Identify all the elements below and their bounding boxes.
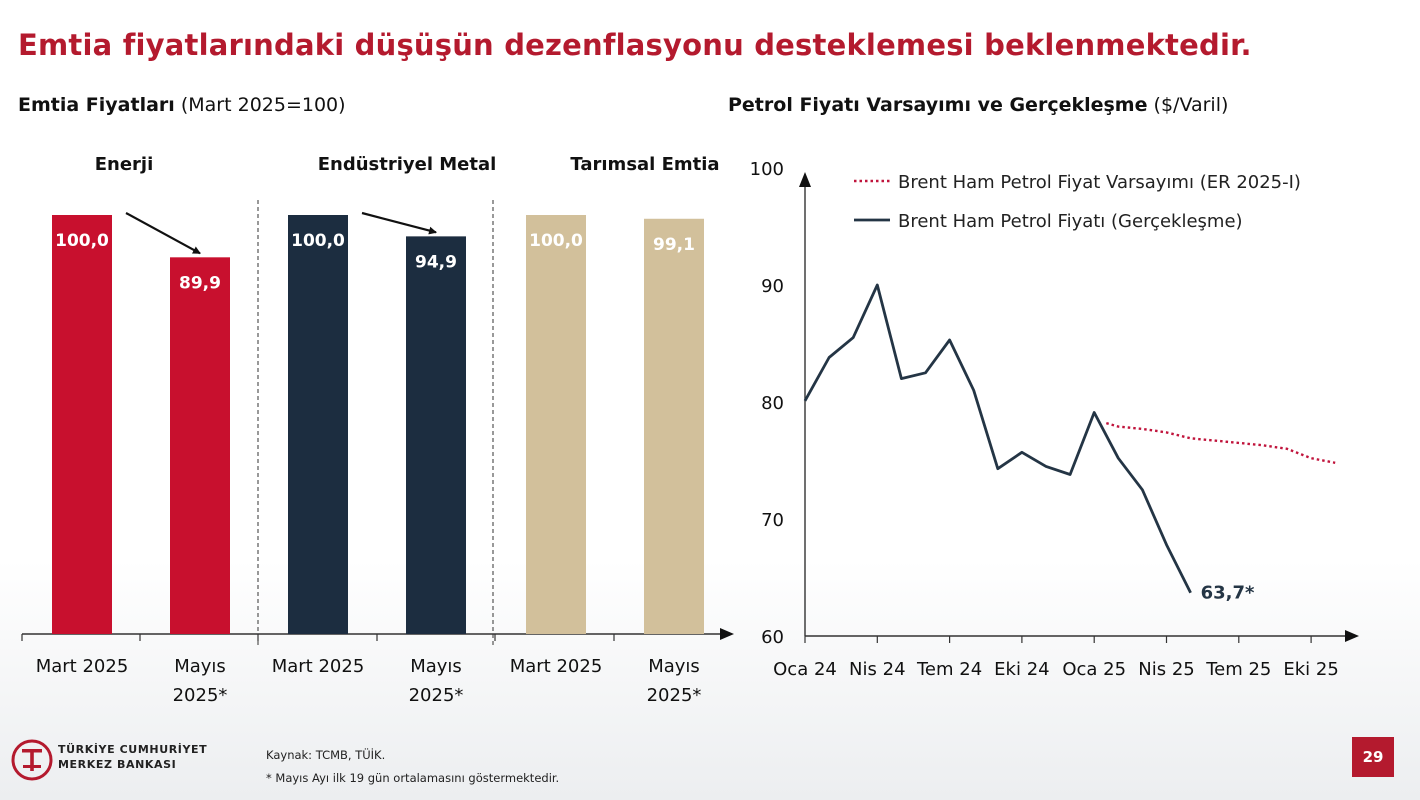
y-tick-label: 100 xyxy=(750,159,784,180)
commodity-bar-chart: Enerji 100,0 Mart 2025 89,9 Mayıs 2025* Endüst… xyxy=(21,154,734,706)
x-tick-label: Nis 25 xyxy=(1138,659,1194,680)
x-tick-label: Eki 25 xyxy=(1283,659,1338,680)
legend-actual-label: Brent Ham Petrol Fiyatı (Gerçekleşme) xyxy=(898,211,1243,232)
bar xyxy=(52,215,112,634)
decline-arrow xyxy=(361,211,437,235)
bar-value-label: 89,9 xyxy=(179,273,221,293)
category-label-line: Mayıs xyxy=(174,656,226,677)
bar-value-label: 100,0 xyxy=(55,231,109,251)
cbrt-logo-icon xyxy=(10,738,54,786)
x-tick-label: Tem 25 xyxy=(1205,659,1271,680)
oil-price-line-chart: 60 70 80 90 100 Oca 24 Nis 24 Tem 24 Eki 24 Oca 2… xyxy=(750,159,1359,680)
group-title: Endüstriyel Metal xyxy=(318,154,497,175)
category-label: Mayıs 2025* xyxy=(173,656,228,706)
forecast-series-line xyxy=(1105,421,1336,464)
right-panel-unit: ($/Varil) xyxy=(1153,94,1229,116)
legend-forecast-label: Brent Ham Petrol Fiyat Varsayımı (ER 202… xyxy=(898,172,1301,193)
bar xyxy=(170,257,230,634)
actual-series-line xyxy=(803,283,1192,594)
group-title: Tarımsal Emtia xyxy=(570,154,719,175)
x-tick-label: Eki 24 xyxy=(994,659,1049,680)
source-text: Kaynak: TCMB, TÜİK. xyxy=(266,748,386,762)
source-notes: Kaynak: TCMB, TÜİK. * Mayıs Ayı ilk 19 g… xyxy=(266,744,559,790)
logo-line-1: TÜRKİYE CUMHURİYET xyxy=(58,743,208,756)
right-panel-title: Petrol Fiyatı Varsayımı ve Gerçekleşme (… xyxy=(728,94,1228,116)
page-number: 29 xyxy=(1352,737,1394,777)
y-axis-arrow-icon xyxy=(799,172,811,187)
group-title: Enerji xyxy=(95,154,154,175)
category-label: Mart 2025 xyxy=(510,656,603,677)
bar-value-label: 99,1 xyxy=(653,235,695,255)
category-label-line: Mayıs xyxy=(410,656,462,677)
y-tick-label: 60 xyxy=(761,627,784,648)
bar-value-label: 100,0 xyxy=(529,231,583,251)
category-label: Mart 2025 xyxy=(272,656,365,677)
x-axis-arrow-icon xyxy=(1345,630,1359,642)
x-axis-arrow-icon xyxy=(720,628,734,640)
right-panel-title-text: Petrol Fiyatı Varsayımı ve Gerçekleşme xyxy=(728,94,1148,116)
bar xyxy=(644,218,704,634)
bar xyxy=(526,215,586,634)
y-tick-label: 80 xyxy=(761,393,784,414)
bar xyxy=(406,236,466,634)
bar xyxy=(288,215,348,634)
x-tick-label: Nis 24 xyxy=(849,659,905,680)
decline-arrow xyxy=(125,212,201,255)
category-label-line: Mayıs xyxy=(648,656,700,677)
headline: Emtia fiyatlarındaki düşüşün dezenflasyo… xyxy=(18,28,1252,62)
x-tick-label: Oca 25 xyxy=(1062,659,1126,680)
category-label: Mart 2025 xyxy=(36,656,129,677)
x-tick-label: Tem 24 xyxy=(916,659,982,680)
category-label-line: 2025* xyxy=(647,685,702,706)
category-label: Mayıs 2025* xyxy=(647,656,702,706)
end-value-label: 63,7* xyxy=(1201,583,1255,604)
bar-value-label: 100,0 xyxy=(291,231,345,251)
category-label-line: 2025* xyxy=(173,685,228,706)
logo-text: TÜRKİYE CUMHURİYET MERKEZ BANKASI xyxy=(58,742,207,772)
left-panel-title-text: Emtia Fiyatları xyxy=(18,94,175,116)
left-panel-title: Emtia Fiyatları (Mart 2025=100) xyxy=(18,94,346,116)
category-label: Mayıs 2025* xyxy=(409,656,464,706)
logo-line-2: MERKEZ BANKASI xyxy=(58,758,177,771)
bar-value-label: 94,9 xyxy=(415,252,457,272)
category-label-line: 2025* xyxy=(409,685,464,706)
left-panel-unit: (Mart 2025=100) xyxy=(180,94,346,116)
footnote-text: * Mayıs Ayı ilk 19 gün ortalamasını göst… xyxy=(266,771,560,785)
x-tick-label: Oca 24 xyxy=(773,659,837,680)
y-tick-label: 70 xyxy=(761,510,784,531)
y-tick-label: 90 xyxy=(761,276,784,297)
